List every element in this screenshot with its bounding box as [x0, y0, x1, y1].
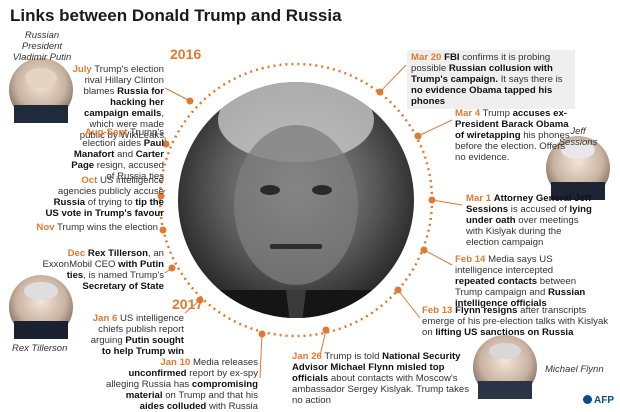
event-text: Attorney General Jeff Sessions is accuse… — [466, 193, 592, 248]
rex-tillerson-portrait — [9, 275, 73, 339]
event-date: Nov — [36, 222, 55, 233]
event-text: US intelligence agencies publicly accuse… — [45, 175, 165, 219]
event-right-2: Mar 1 Attorney General Jeff Sessions is … — [466, 193, 596, 248]
event-right-4: Feb 13 Flynn resigns after transcripts e… — [422, 305, 614, 338]
event-date: Mar 1 — [466, 193, 492, 204]
event-text: Trump is told National Security Advisor … — [292, 351, 470, 406]
event-date: Dec — [67, 248, 86, 259]
event-text: Media says US intelligence intercepted r… — [455, 254, 586, 309]
event-date: Jan 10 — [160, 357, 191, 368]
event-text: Flynn resigns after transcripts emerge o… — [422, 305, 609, 338]
event-text: Media releases unconfirmed report by ex-… — [106, 357, 258, 412]
year-2017-label: 2017 — [172, 296, 204, 312]
event-date: Mar 4 — [455, 108, 481, 119]
event-left-0: July Trump's election rival Hillary Clin… — [72, 64, 164, 141]
event-right-1: Mar 4 Trump accuses ex-President Barack … — [455, 108, 575, 163]
event-text: Trump's election rival Hillary Clinton b… — [79, 64, 164, 141]
page-title: Links between Donald Trump and Russia — [10, 6, 342, 25]
jeff-sessions-portrait — [546, 136, 610, 200]
michael-flynn-portrait — [473, 335, 537, 399]
caption-sessions: Jeff Sessions — [558, 126, 598, 148]
event-right-0: Mar 20 FBI confirms it is probing possib… — [407, 50, 575, 109]
right-connectors — [319, 64, 463, 357]
event-text: FBI confirms it is probing possible Russ… — [411, 52, 563, 107]
event-left-3: Nov Trump wins the election — [16, 222, 158, 233]
event-left-5: Jan 6 US intelligence chiefs publish rep… — [82, 313, 184, 357]
event-date: Mar 20 — [411, 52, 442, 63]
caption-flynn: Michael Flynn — [545, 364, 604, 375]
event-date: Aug-Sept — [84, 127, 128, 138]
event-left-1: Aug-Sept Trump's election aides Paul Man… — [64, 127, 164, 182]
event-text: Rex Tillerson, an ExxonMobil CEO with Pu… — [42, 248, 164, 292]
year-2016-label: 2016 — [170, 46, 202, 62]
event-left-4: Dec Rex Tillerson, an ExxonMobil CEO wit… — [42, 248, 164, 292]
event-left-6: Jan 10 Media releases unconfirmed report… — [102, 357, 258, 412]
vladimir-putin-portrait — [9, 58, 73, 123]
event-date: Oct — [81, 175, 98, 186]
left-connectors — [157, 87, 266, 379]
event-right-3: Feb 14 Media says US intelligence interc… — [455, 254, 595, 309]
event-right-5: Jan 26 Trump is told National Security A… — [292, 351, 472, 406]
afp-logo-icon — [583, 395, 592, 404]
event-date: Jan 26 — [292, 351, 322, 362]
afp-logo: AFP — [583, 395, 614, 406]
event-date: Feb 13 — [422, 305, 453, 316]
caption-putin: Russian President Vladimir Putin — [12, 30, 72, 63]
afp-logo-text: AFP — [594, 395, 614, 406]
event-text: Trump accuses ex-President Barack Obama … — [455, 108, 570, 163]
event-left-2: Oct US intelligence agencies publicly ac… — [42, 175, 165, 219]
event-text: US intelligence chiefs publish report ar… — [90, 313, 184, 357]
caption-tillerson: Rex Tillerson — [12, 343, 68, 354]
event-date: July — [72, 64, 92, 75]
event-date: Feb 14 — [455, 254, 486, 265]
event-date: Jan 6 — [92, 313, 118, 324]
event-text: Trump's election aides Paul Manafort and… — [71, 127, 164, 182]
event-text: Trump wins the election — [57, 222, 158, 233]
